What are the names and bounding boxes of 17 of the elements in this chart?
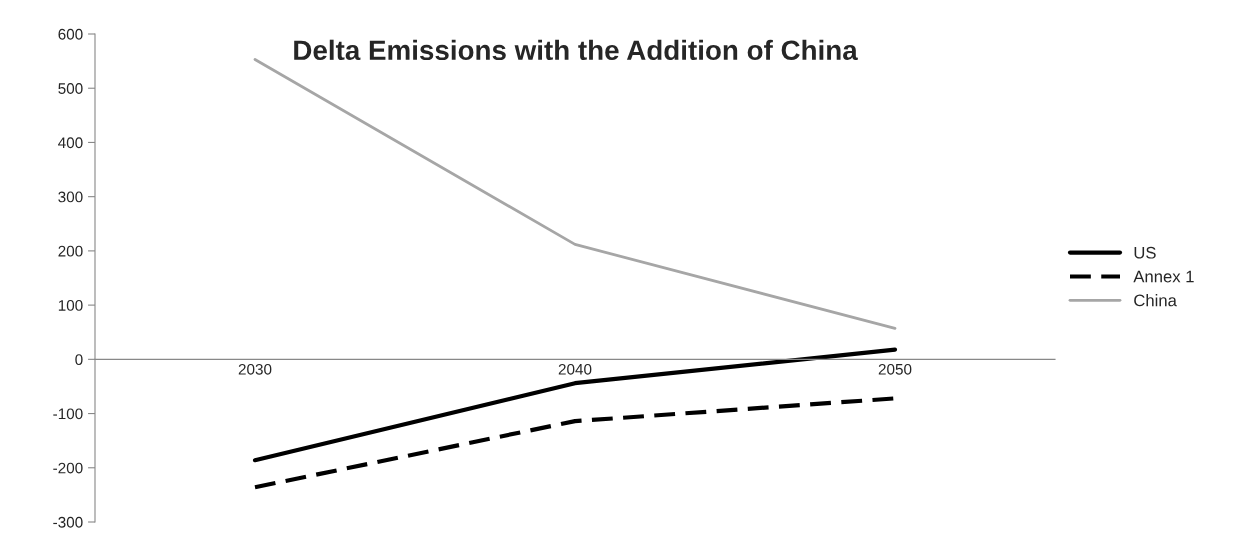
y-tick-label: 0 — [75, 354, 83, 366]
x-tick-label: 2040 — [558, 363, 592, 375]
y-tick-label: -200 — [53, 462, 83, 474]
y-tick-label: 300 — [58, 191, 83, 203]
legend-label: Annex 1 — [1133, 270, 1194, 283]
x-tick-label: 2050 — [878, 363, 912, 375]
y-tick-label: 500 — [58, 83, 83, 94]
y-tick-label: 200 — [58, 245, 83, 257]
y-tick-label: -100 — [53, 408, 83, 420]
legend-label: US — [1134, 246, 1156, 259]
y-tick-label: 100 — [58, 299, 83, 311]
y-tick-label: -300 — [53, 516, 83, 528]
y-tick-label: 600 — [58, 28, 83, 40]
x-tick-label: 2030 — [238, 363, 272, 375]
chart-title: Delta Emissions with the Addition of China — [294, 39, 858, 61]
legend-label: China — [1134, 294, 1177, 307]
y-tick-label: 400 — [58, 137, 83, 149]
